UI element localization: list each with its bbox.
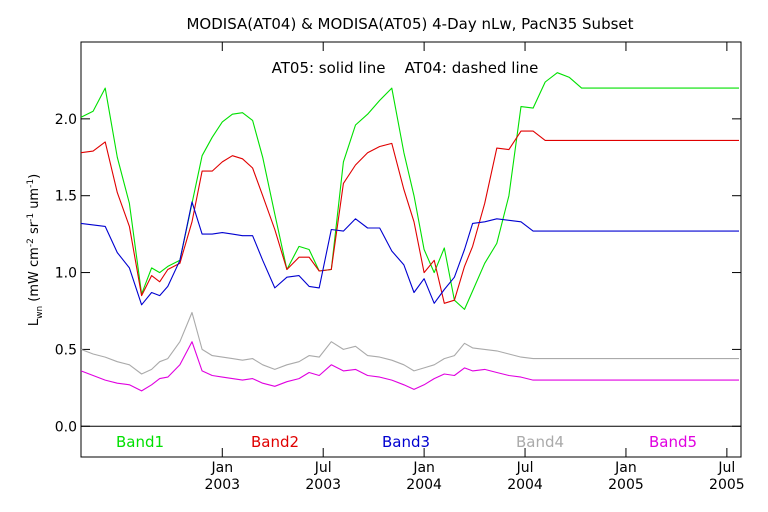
series-line-band5 [80,341,739,392]
plot-frame [80,41,742,458]
x-tick-year: 2005 [709,477,745,493]
y-tick-label: 1.0 [55,266,77,282]
series-line-band1 [80,72,739,310]
legend-item-band2: Band2 [251,433,299,451]
legend: Band1 Band2 Band3 Band4 Band5 [116,433,697,451]
y-tick-label: 1.5 [55,189,77,205]
chart-annotation: AT05: solid line AT04: dashed line [272,59,539,77]
series-line-band2 [80,130,739,304]
y-tick-label: 2.0 [55,112,77,128]
x-tick-month: Jul [516,460,534,476]
x-tick-month: Jan [210,460,233,476]
x-tick-year: 2003 [204,477,240,493]
x-tick-year: 2004 [507,477,543,493]
series-line-band3 [80,201,739,306]
x-tick-year: 2004 [406,477,442,493]
x-axis: Jan2003Jul2003Jan2004Jul2004Jan2005Jul20… [204,42,745,493]
y-axis-label: Lwn (mW cm-2 sr-1 um-1) [26,174,45,326]
legend-item-band5: Band5 [649,433,697,451]
series-line-band4 [80,311,739,375]
x-tick-month: Jan [614,460,637,476]
y-axis: 0.0 0.5 1.0 1.5 2.0 [55,112,741,435]
x-tick-month: Jan [412,460,435,476]
x-tick-year: 2005 [608,477,644,493]
y-tick-label: 0.5 [55,342,77,358]
x-tick-month: Jul [314,460,332,476]
legend-item-band1: Band1 [116,433,164,451]
y-tick-label: 0.0 [55,419,77,435]
legend-item-band4: Band4 [516,433,564,451]
series-lines [80,72,739,392]
x-tick-year: 2003 [305,477,341,493]
x-tick-month: Jul [717,460,735,476]
legend-item-band3: Band3 [382,433,430,451]
chart-title: MODISA(AT04) & MODISA(AT05) 4-Day nLw, P… [186,15,633,33]
